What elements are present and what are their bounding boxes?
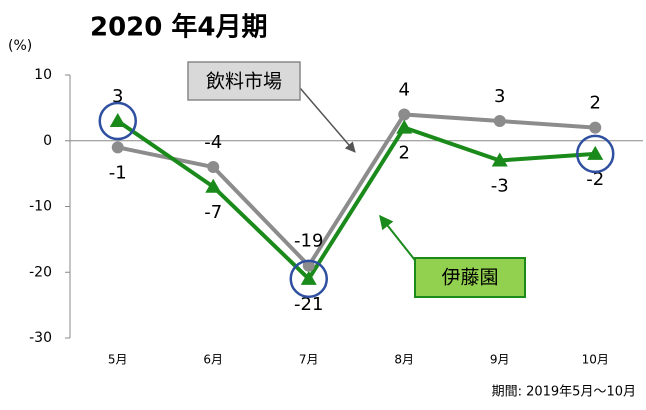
- point: [300, 270, 317, 285]
- point: [398, 108, 411, 121]
- point: [587, 145, 604, 160]
- point: [207, 161, 220, 174]
- point: [396, 119, 413, 134]
- data-label: -7: [204, 202, 222, 223]
- callout-label: 飲料市場: [206, 71, 282, 93]
- chart-title: 2020 年4月期: [90, 12, 268, 43]
- data-label: -21: [294, 294, 323, 315]
- y-tick-label: 0: [43, 133, 52, 149]
- series-line: [116, 119, 596, 282]
- callout-box: [414, 257, 526, 298]
- y-tick-label: -10: [29, 199, 52, 215]
- data-label: -1: [109, 162, 127, 183]
- callout-box: [187, 61, 301, 101]
- point: [111, 141, 124, 154]
- callout-arrow: [299, 87, 356, 153]
- x-tick-label: 6月: [203, 353, 223, 367]
- x-tick-label: 9月: [490, 353, 510, 367]
- x-tick-label: 8月: [394, 353, 414, 367]
- data-label: 3: [494, 86, 505, 107]
- data-label: 2: [399, 143, 410, 164]
- highlight-ring: [289, 259, 328, 299]
- point: [491, 152, 508, 167]
- data-label: -4: [204, 132, 222, 153]
- callout-label: 伊藤園: [441, 267, 498, 289]
- series-line: [117, 112, 596, 269]
- highlight-ring: [98, 101, 137, 141]
- point: [589, 121, 602, 134]
- data-label: 3: [112, 86, 123, 107]
- point: [302, 259, 315, 272]
- y-tick-label: -20: [29, 264, 52, 280]
- callout-arrow: [379, 214, 419, 265]
- point: [109, 113, 126, 128]
- data-label: -19: [294, 231, 323, 252]
- highlight-ring: [576, 134, 615, 174]
- x-tick-label: 7月: [299, 353, 319, 367]
- data-label: -3: [491, 175, 509, 196]
- x-tick-label: 10月: [582, 353, 609, 367]
- data-label: -2: [586, 169, 604, 190]
- y-tick-label: 10: [34, 67, 52, 83]
- point: [205, 178, 222, 193]
- point: [493, 115, 506, 128]
- x-tick-label: 5月: [108, 353, 128, 367]
- note: 期間: 2019年5月～10月: [492, 385, 636, 400]
- plot-area: -30 -20 -10 0 10 5月 6月 7月 8月 9月 10月 -1 -4 -19 4 3 2 3 -7 -2…: [29, 67, 643, 367]
- y-tick-label: -30: [29, 330, 52, 346]
- y-axis-label: (%): [8, 38, 32, 54]
- data-label: 2: [590, 93, 601, 114]
- data-label: 4: [399, 79, 410, 100]
